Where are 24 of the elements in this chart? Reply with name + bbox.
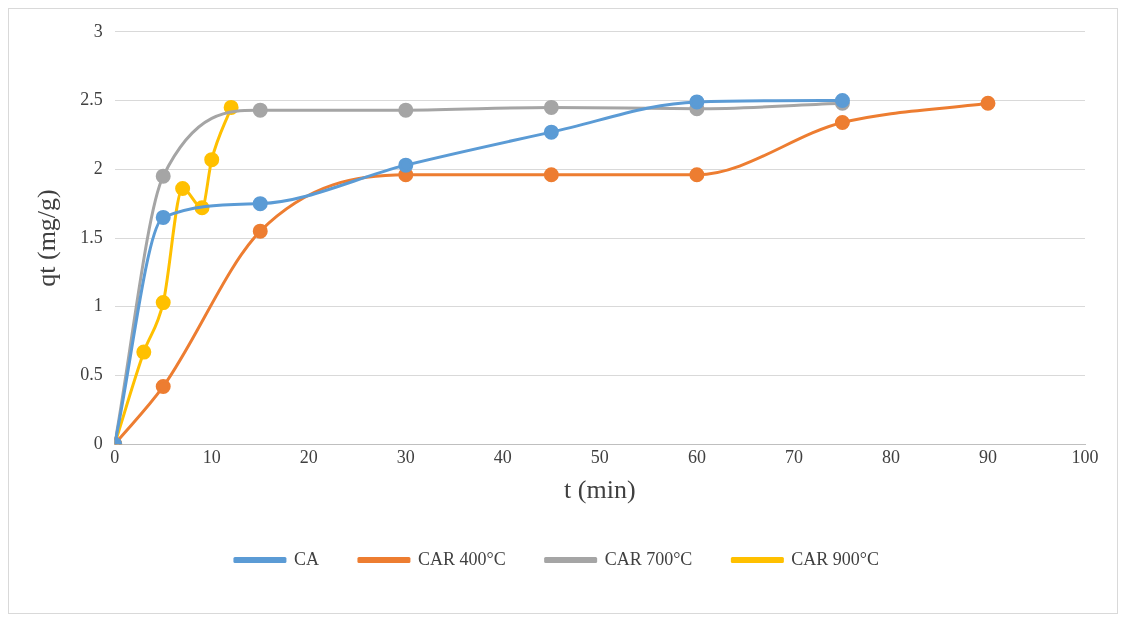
legend-label: CA <box>293 548 319 569</box>
y-tick-label: 0.5 <box>80 364 103 385</box>
x-tick-label: 100 <box>1071 446 1099 467</box>
x-tick-label: 10 <box>202 446 221 467</box>
x-axis-title: t (min) <box>564 475 636 505</box>
legend-label: CAR 700°C <box>604 548 693 569</box>
x-tick-label: 70 <box>784 446 803 467</box>
x-tick-label: 20 <box>299 446 318 467</box>
x-tick-label: 0 <box>110 446 120 467</box>
x-tick-label: 30 <box>396 446 415 467</box>
y-tick-label: 2.5 <box>80 89 103 110</box>
y-axis-title: qt (mg/g) <box>32 189 62 287</box>
y-tick-label: 2 <box>93 158 103 178</box>
y-tick-label: 1.5 <box>80 226 103 247</box>
legend-label: CAR 900°C <box>791 548 880 569</box>
x-tick-label: 40 <box>493 446 512 467</box>
legend-label: CAR 400°C <box>417 548 506 569</box>
x-tick-label: 90 <box>978 446 997 467</box>
x-tick-label: 50 <box>590 446 609 467</box>
x-tick-label: 60 <box>687 446 706 467</box>
x-tick-label: 80 <box>881 446 900 467</box>
y-tick-label: 1 <box>93 295 103 316</box>
y-tick-label: 3 <box>93 20 103 41</box>
y-tick-label: 0 <box>93 432 103 453</box>
